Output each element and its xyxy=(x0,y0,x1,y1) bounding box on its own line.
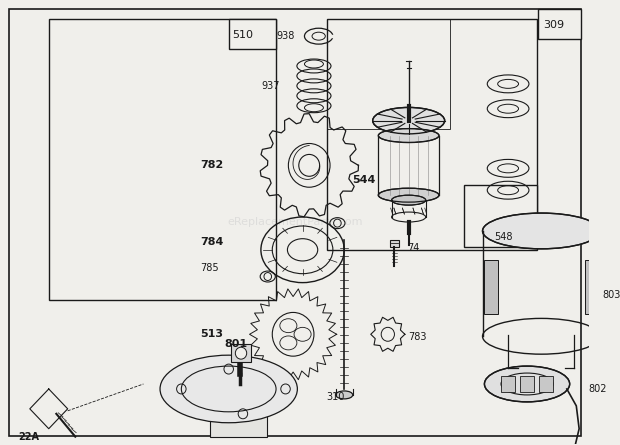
Text: 309: 309 xyxy=(543,20,564,30)
Text: 803: 803 xyxy=(603,290,620,299)
Bar xyxy=(327,19,538,250)
Ellipse shape xyxy=(378,129,439,142)
Text: 801: 801 xyxy=(224,339,247,349)
Text: 937: 937 xyxy=(262,81,280,91)
Text: 510: 510 xyxy=(232,30,254,40)
Bar xyxy=(210,407,267,437)
Text: 802: 802 xyxy=(588,384,607,394)
Ellipse shape xyxy=(335,391,353,399)
Ellipse shape xyxy=(392,195,426,205)
Bar xyxy=(538,9,581,39)
Ellipse shape xyxy=(484,366,570,402)
Bar xyxy=(585,260,598,315)
Ellipse shape xyxy=(378,188,439,202)
Bar xyxy=(520,376,534,392)
Bar xyxy=(539,376,552,392)
Text: 544: 544 xyxy=(352,175,375,185)
Bar xyxy=(502,376,515,392)
Text: eReplacementParts.com: eReplacementParts.com xyxy=(228,217,363,227)
Bar xyxy=(390,240,399,247)
Bar xyxy=(464,185,538,247)
Text: 74: 74 xyxy=(407,243,419,253)
Bar xyxy=(484,260,498,315)
Bar xyxy=(327,19,450,129)
Text: 782: 782 xyxy=(200,160,224,170)
Bar xyxy=(49,19,276,299)
Text: 548: 548 xyxy=(494,232,513,242)
Text: 310: 310 xyxy=(326,392,345,402)
Ellipse shape xyxy=(373,107,445,134)
Text: 513: 513 xyxy=(200,329,223,339)
Text: 938: 938 xyxy=(276,31,294,41)
Text: 22A: 22A xyxy=(19,432,40,441)
Text: 785: 785 xyxy=(200,263,219,273)
Bar xyxy=(229,19,276,49)
Ellipse shape xyxy=(160,355,298,423)
Circle shape xyxy=(236,347,247,359)
Text: 784: 784 xyxy=(200,237,224,247)
Ellipse shape xyxy=(482,213,600,249)
Bar xyxy=(231,344,252,362)
Text: 783: 783 xyxy=(409,332,427,342)
